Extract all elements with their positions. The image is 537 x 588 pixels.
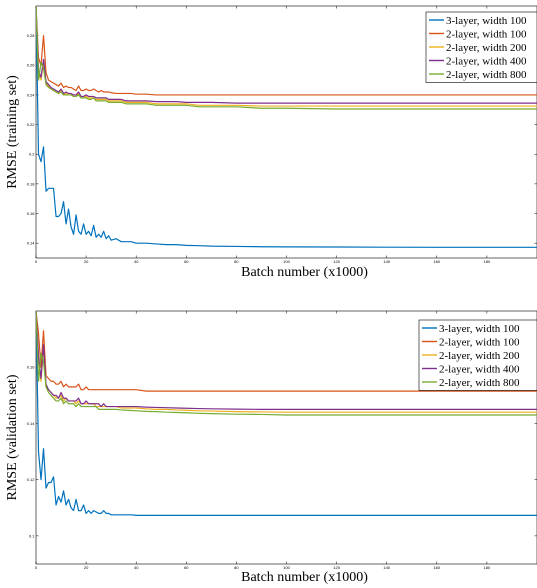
x-tick-label: 100	[283, 259, 290, 264]
series-line-1	[36, 311, 537, 516]
series-line-4	[36, 311, 537, 410]
chart-panel-1: 0 20 40 60 80 100 120 140 160 180 0.14 0.16 0.18 0.2 0…	[5, 5, 537, 280]
series-line-5	[36, 6, 537, 110]
x-tick-label: 140	[383, 565, 390, 570]
x-tick-label: 100	[283, 565, 290, 570]
x-tick-label: 20	[84, 259, 89, 264]
x-tick-label: 0	[35, 565, 38, 570]
legend-box	[418, 319, 537, 391]
series-line-1	[36, 6, 537, 248]
legend-label: 2-layer, width 200	[439, 350, 520, 362]
x-tick-label: 60	[184, 565, 189, 570]
y-axis-label: RMSE (training set)	[5, 75, 20, 189]
x-axis-label: Batch number (x1000)	[241, 265, 368, 280]
legend-label: 2-layer, width 100	[439, 336, 520, 348]
series-line-2	[36, 6, 537, 96]
x-tick-label: 180	[484, 565, 491, 570]
legend-label: 2-layer, width 800	[446, 69, 527, 81]
x-tick-label: 60	[184, 259, 189, 264]
legend-label: 3-layer, width 100	[439, 323, 520, 335]
y-tick-label: 0.2	[29, 152, 35, 157]
y-tick-label: 0.12	[27, 477, 36, 482]
x-tick-label: 140	[383, 259, 390, 264]
y-tick-label: 0.16	[27, 365, 36, 370]
x-tick-label: 20	[84, 565, 89, 570]
x-tick-label: 120	[333, 565, 340, 570]
legend-label: 2-layer, width 400	[439, 363, 520, 375]
y-tick-label: 0.26	[27, 63, 36, 68]
y-tick-label: 0.22	[27, 122, 36, 127]
x-tick-label: 0	[35, 259, 38, 264]
legend-label: 2-layer, width 100	[446, 28, 527, 40]
y-tick-label: 0.1	[29, 533, 35, 538]
x-tick-label: 160	[433, 565, 440, 570]
series-group	[36, 6, 537, 248]
y-tick-label: 0.14	[27, 241, 36, 246]
legend-box	[425, 11, 537, 83]
x-tick-label: 180	[484, 259, 491, 264]
y-tick-label: 0.16	[27, 211, 36, 216]
x-tick-label: 160	[433, 259, 440, 264]
legend-label: 2-layer, width 200	[446, 42, 527, 54]
legend-label: 3-layer, width 100	[446, 15, 527, 27]
chart-panel-2: 0 20 40 60 80 100 120 140 160 180 0.1 0.12 0.14 0.16 B…	[5, 310, 537, 585]
series-line-4	[36, 6, 537, 104]
x-tick-label: 80	[234, 565, 239, 570]
x-tick-label: 80	[234, 259, 239, 264]
x-tick-label: 40	[134, 259, 139, 264]
series-line-5	[36, 311, 537, 416]
x-tick-label: 120	[333, 259, 340, 264]
legend-label: 2-layer, width 800	[439, 377, 520, 389]
y-tick-label: 0.14	[27, 421, 36, 426]
series-group	[36, 311, 537, 516]
y-axis-label: RMSE (validation set)	[5, 374, 20, 500]
legend-label: 2-layer, width 400	[446, 55, 527, 67]
series-line-3	[36, 311, 537, 413]
y-tick-label: 0.18	[27, 181, 36, 186]
series-line-2	[36, 311, 537, 392]
y-tick-label: 0.24	[27, 92, 36, 97]
x-axis-label: Batch number (x1000)	[241, 570, 368, 585]
x-tick-label: 40	[134, 565, 139, 570]
y-tick-label: 0.28	[27, 33, 36, 38]
